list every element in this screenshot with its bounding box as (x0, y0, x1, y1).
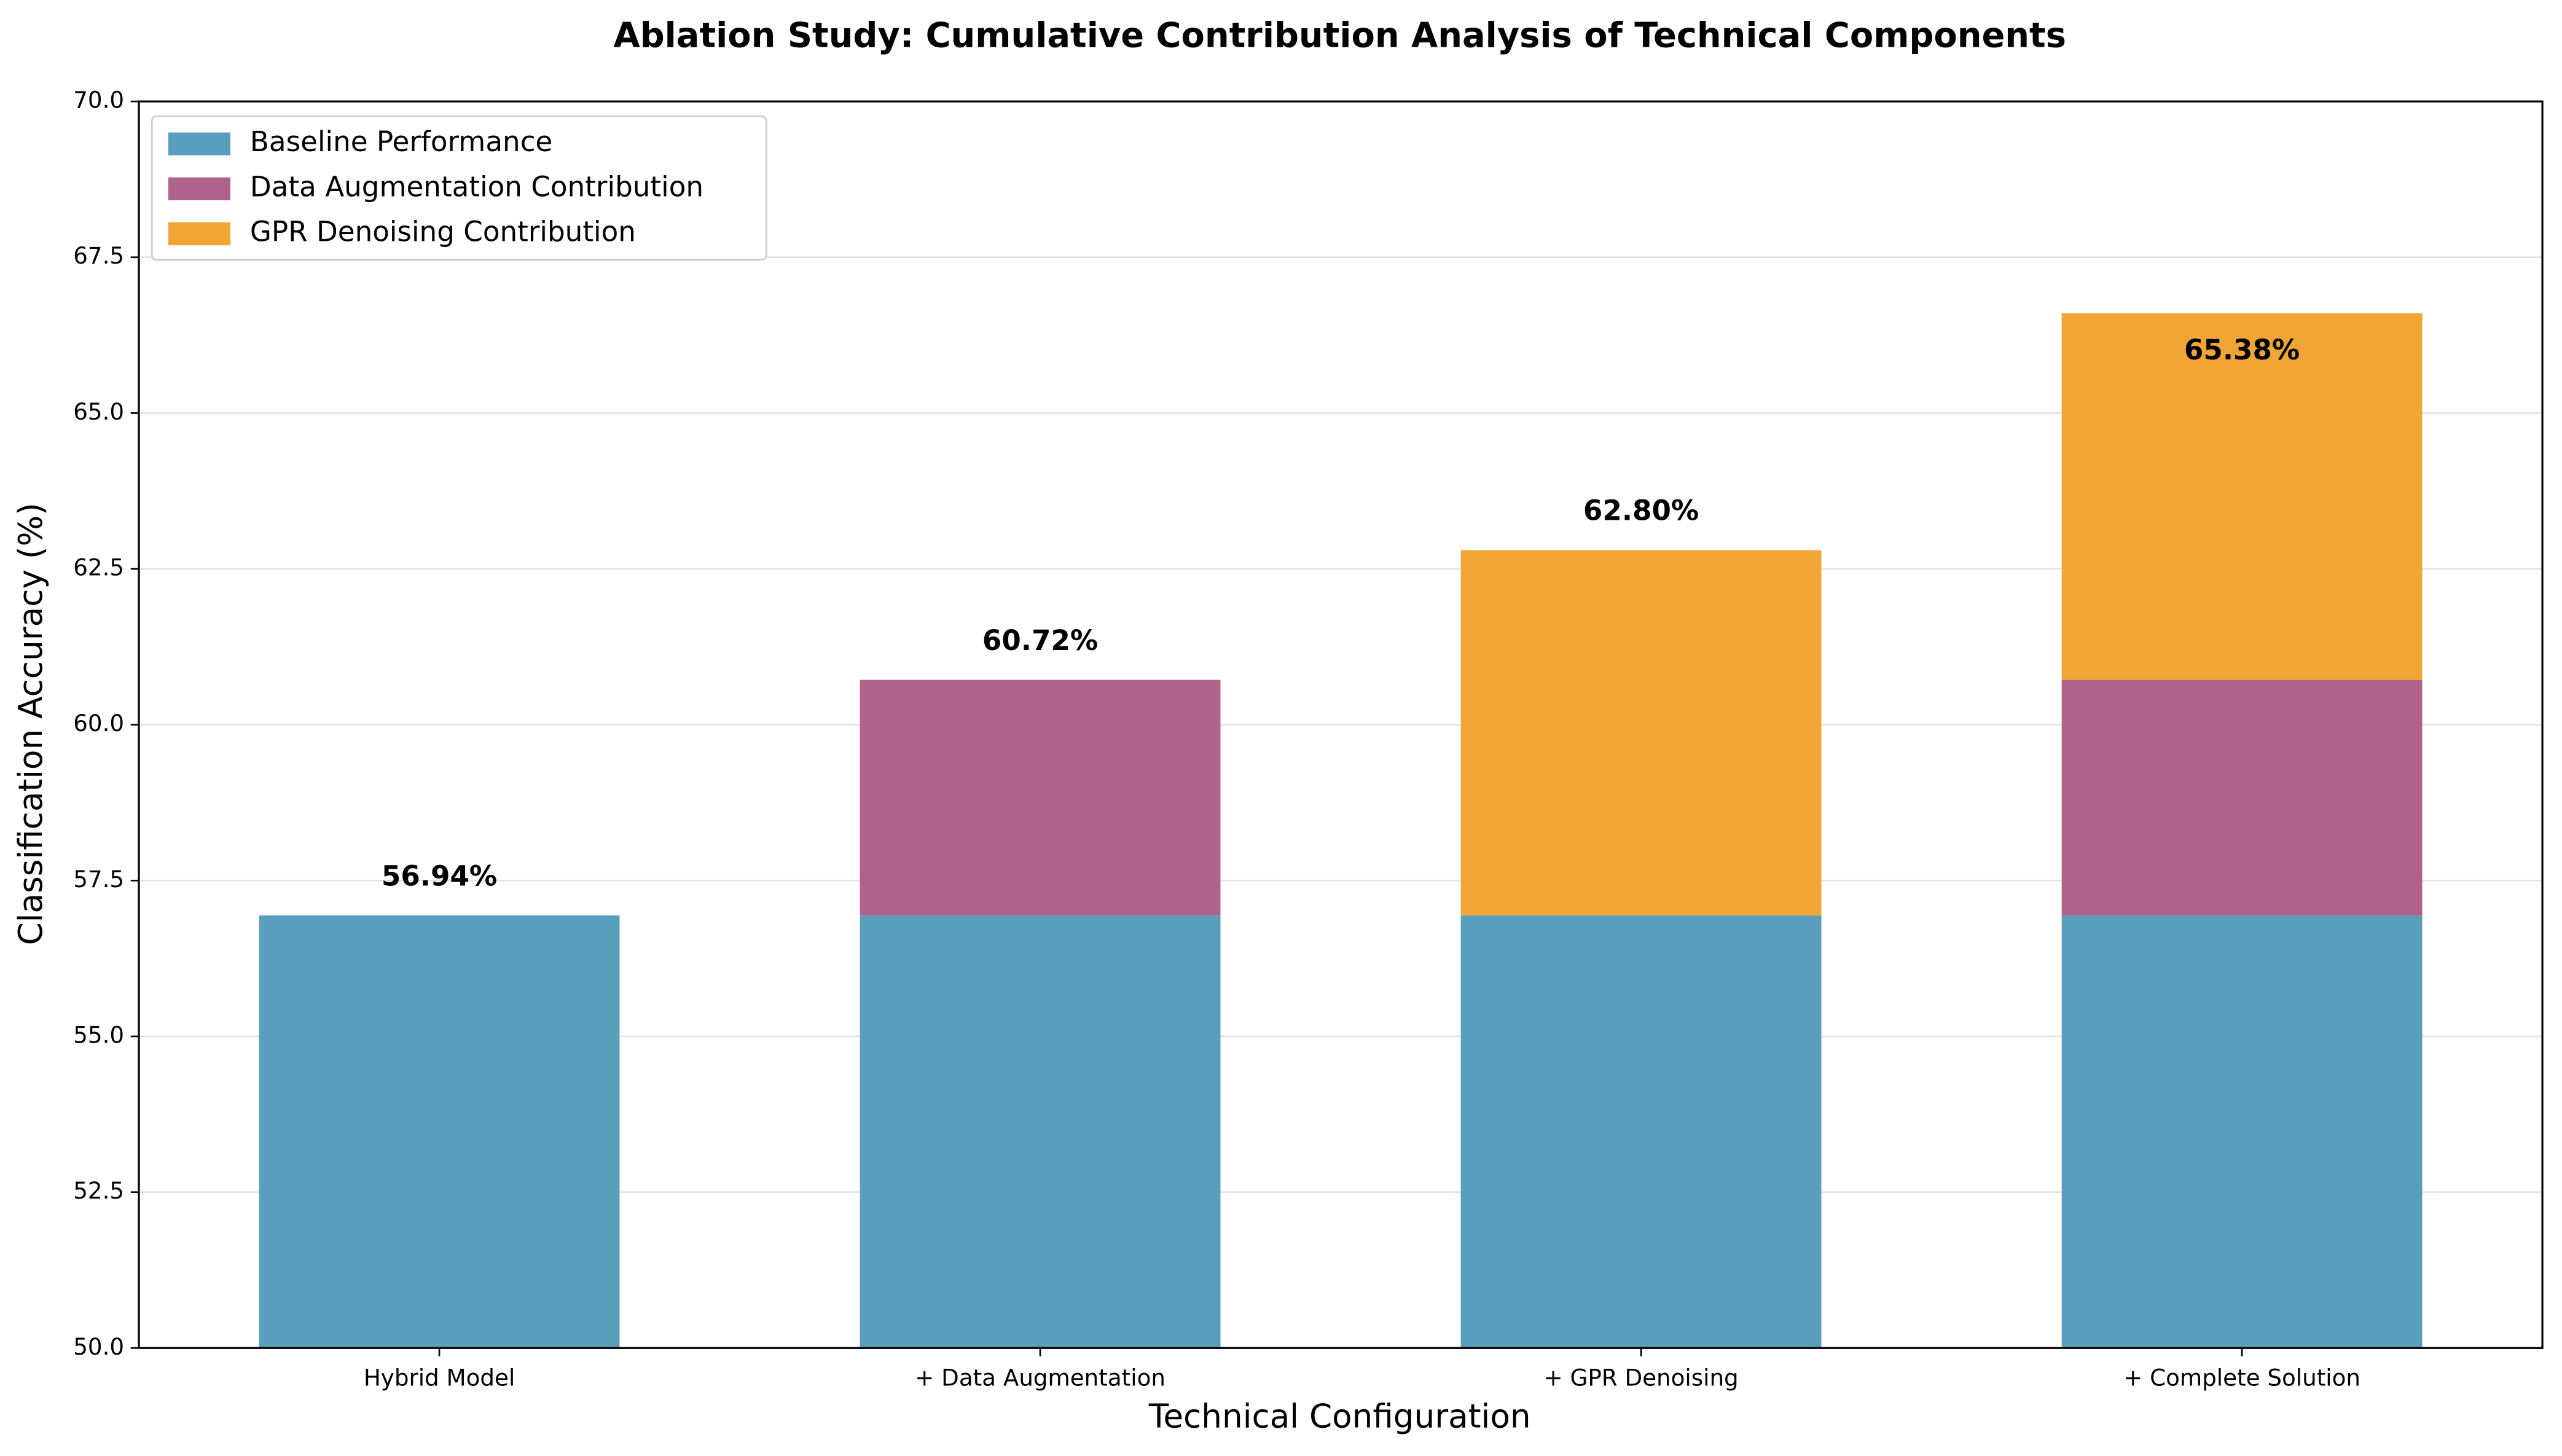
x-tick-label: Hybrid Model (364, 1364, 515, 1391)
bar-segment (259, 915, 620, 1348)
y-axis-label: Classification Accuracy (%) (12, 503, 50, 945)
bar-segment (2061, 679, 2423, 916)
legend-label: Data Augmentation Contribution (250, 170, 703, 203)
y-tick-label: 52.5 (73, 1177, 124, 1204)
plot-frame (138, 100, 2544, 1349)
y-tick-label: 70.0 (73, 87, 124, 114)
y-tick-label: 60.0 (73, 710, 124, 737)
y-tick-label: 65.0 (73, 398, 124, 425)
total-label: 60.72% (982, 624, 1098, 657)
y-tick-label: 57.5 (73, 866, 124, 893)
bar-segment (1460, 550, 1822, 916)
legend-box (151, 115, 767, 261)
total-label: 56.94% (382, 859, 497, 892)
y-tick-label: 50.0 (73, 1333, 124, 1360)
legend-label: Baseline Performance (250, 125, 552, 158)
x-tick-label: + Data Augmentation (915, 1364, 1165, 1391)
chart-title: Ablation Study: Cumulative Contribution … (613, 16, 2066, 56)
legend-label: GPR Denoising Contribution (250, 216, 636, 248)
bar-segment (860, 915, 1221, 1348)
y-tick-label: 55.0 (73, 1021, 124, 1048)
y-tick-label: 62.5 (73, 554, 124, 581)
x-axis-label: Technical Configuration (1148, 1397, 1531, 1435)
bar-segment (860, 679, 1221, 916)
total-label: 65.38% (2184, 334, 2300, 366)
total-label: 62.80% (1583, 495, 1699, 527)
legend-swatch (168, 222, 230, 246)
bar-segment (1460, 915, 1822, 1348)
x-tick-label: + GPR Denoising (1543, 1364, 1738, 1391)
legend-swatch (168, 177, 230, 201)
bar-segment (2061, 915, 2423, 1348)
y-tick-label: 67.5 (73, 242, 124, 269)
bar-segment (2061, 313, 2423, 680)
x-tick-label: + Complete Solution (2123, 1364, 2360, 1391)
legend-swatch (168, 132, 230, 155)
